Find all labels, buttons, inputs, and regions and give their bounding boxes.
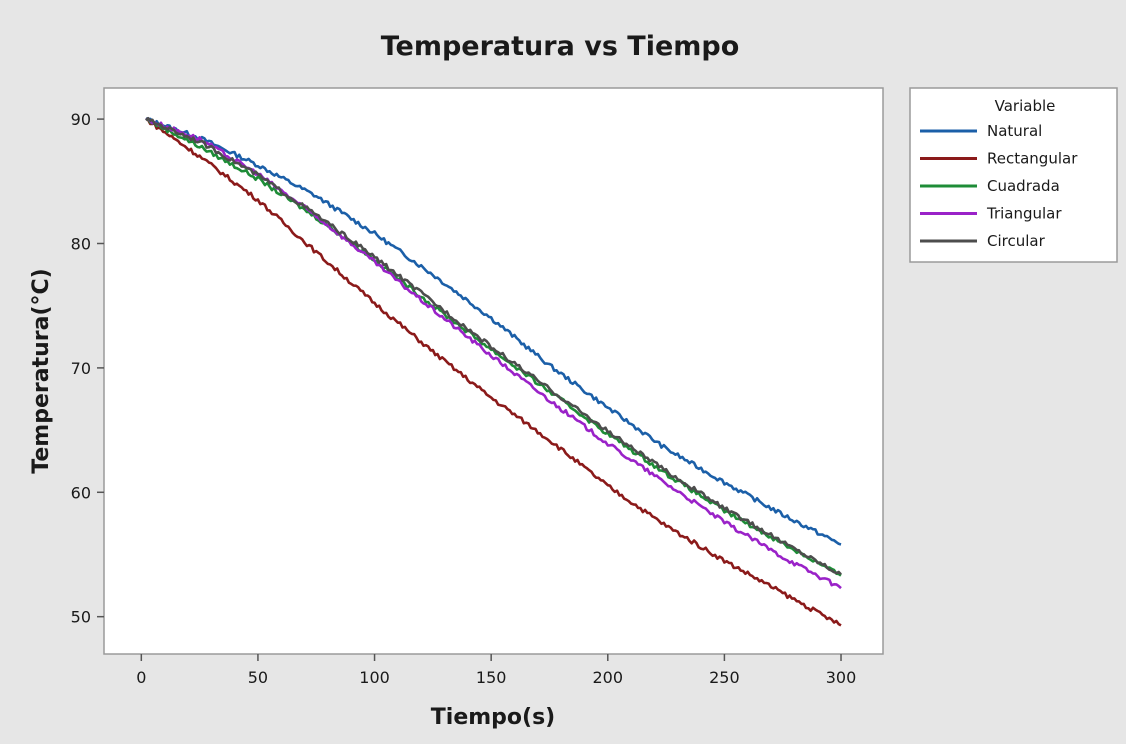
series-line-circular [145, 116, 842, 576]
y-tick-label: 80 [71, 234, 91, 253]
x-tick-label: 100 [359, 668, 390, 687]
y-tick-label: 60 [71, 483, 91, 502]
legend-label-natural: Natural [987, 122, 1042, 140]
axes: 0 50 100 150 200 250 300 50 60 70 80 90 [71, 110, 857, 687]
legend-label-circular: Circular [987, 232, 1046, 250]
chart-title: Temperatura vs Tiempo [381, 31, 740, 62]
x-tick-label: 250 [709, 668, 740, 687]
legend-label-rectangular: Rectangular [987, 150, 1078, 168]
y-axis-label: Temperatura(°C) [29, 268, 54, 473]
series-line-rectangular [145, 117, 842, 627]
x-axis-label: Tiempo(s) [431, 705, 555, 730]
series-lines [145, 116, 842, 627]
x-tick-label: 150 [476, 668, 507, 687]
x-tick-label: 300 [826, 668, 857, 687]
legend-box [909, 87, 1118, 263]
series-line-natural [145, 117, 842, 546]
legend: Variable Natural Rectangular Cuadrada Trian… [909, 87, 1118, 263]
legend-title: Variable [995, 97, 1056, 115]
legend-label-cuadrada: Cuadrada [987, 177, 1060, 195]
y-tick-label: 70 [71, 359, 91, 378]
x-tick-label: 50 [248, 668, 268, 687]
y-tick-label: 90 [71, 110, 91, 129]
legend-label-triangular: Triangular [986, 205, 1062, 223]
y-tick-label: 50 [71, 608, 91, 627]
x-tick-label: 0 [136, 668, 146, 687]
x-tick-label: 200 [593, 668, 624, 687]
